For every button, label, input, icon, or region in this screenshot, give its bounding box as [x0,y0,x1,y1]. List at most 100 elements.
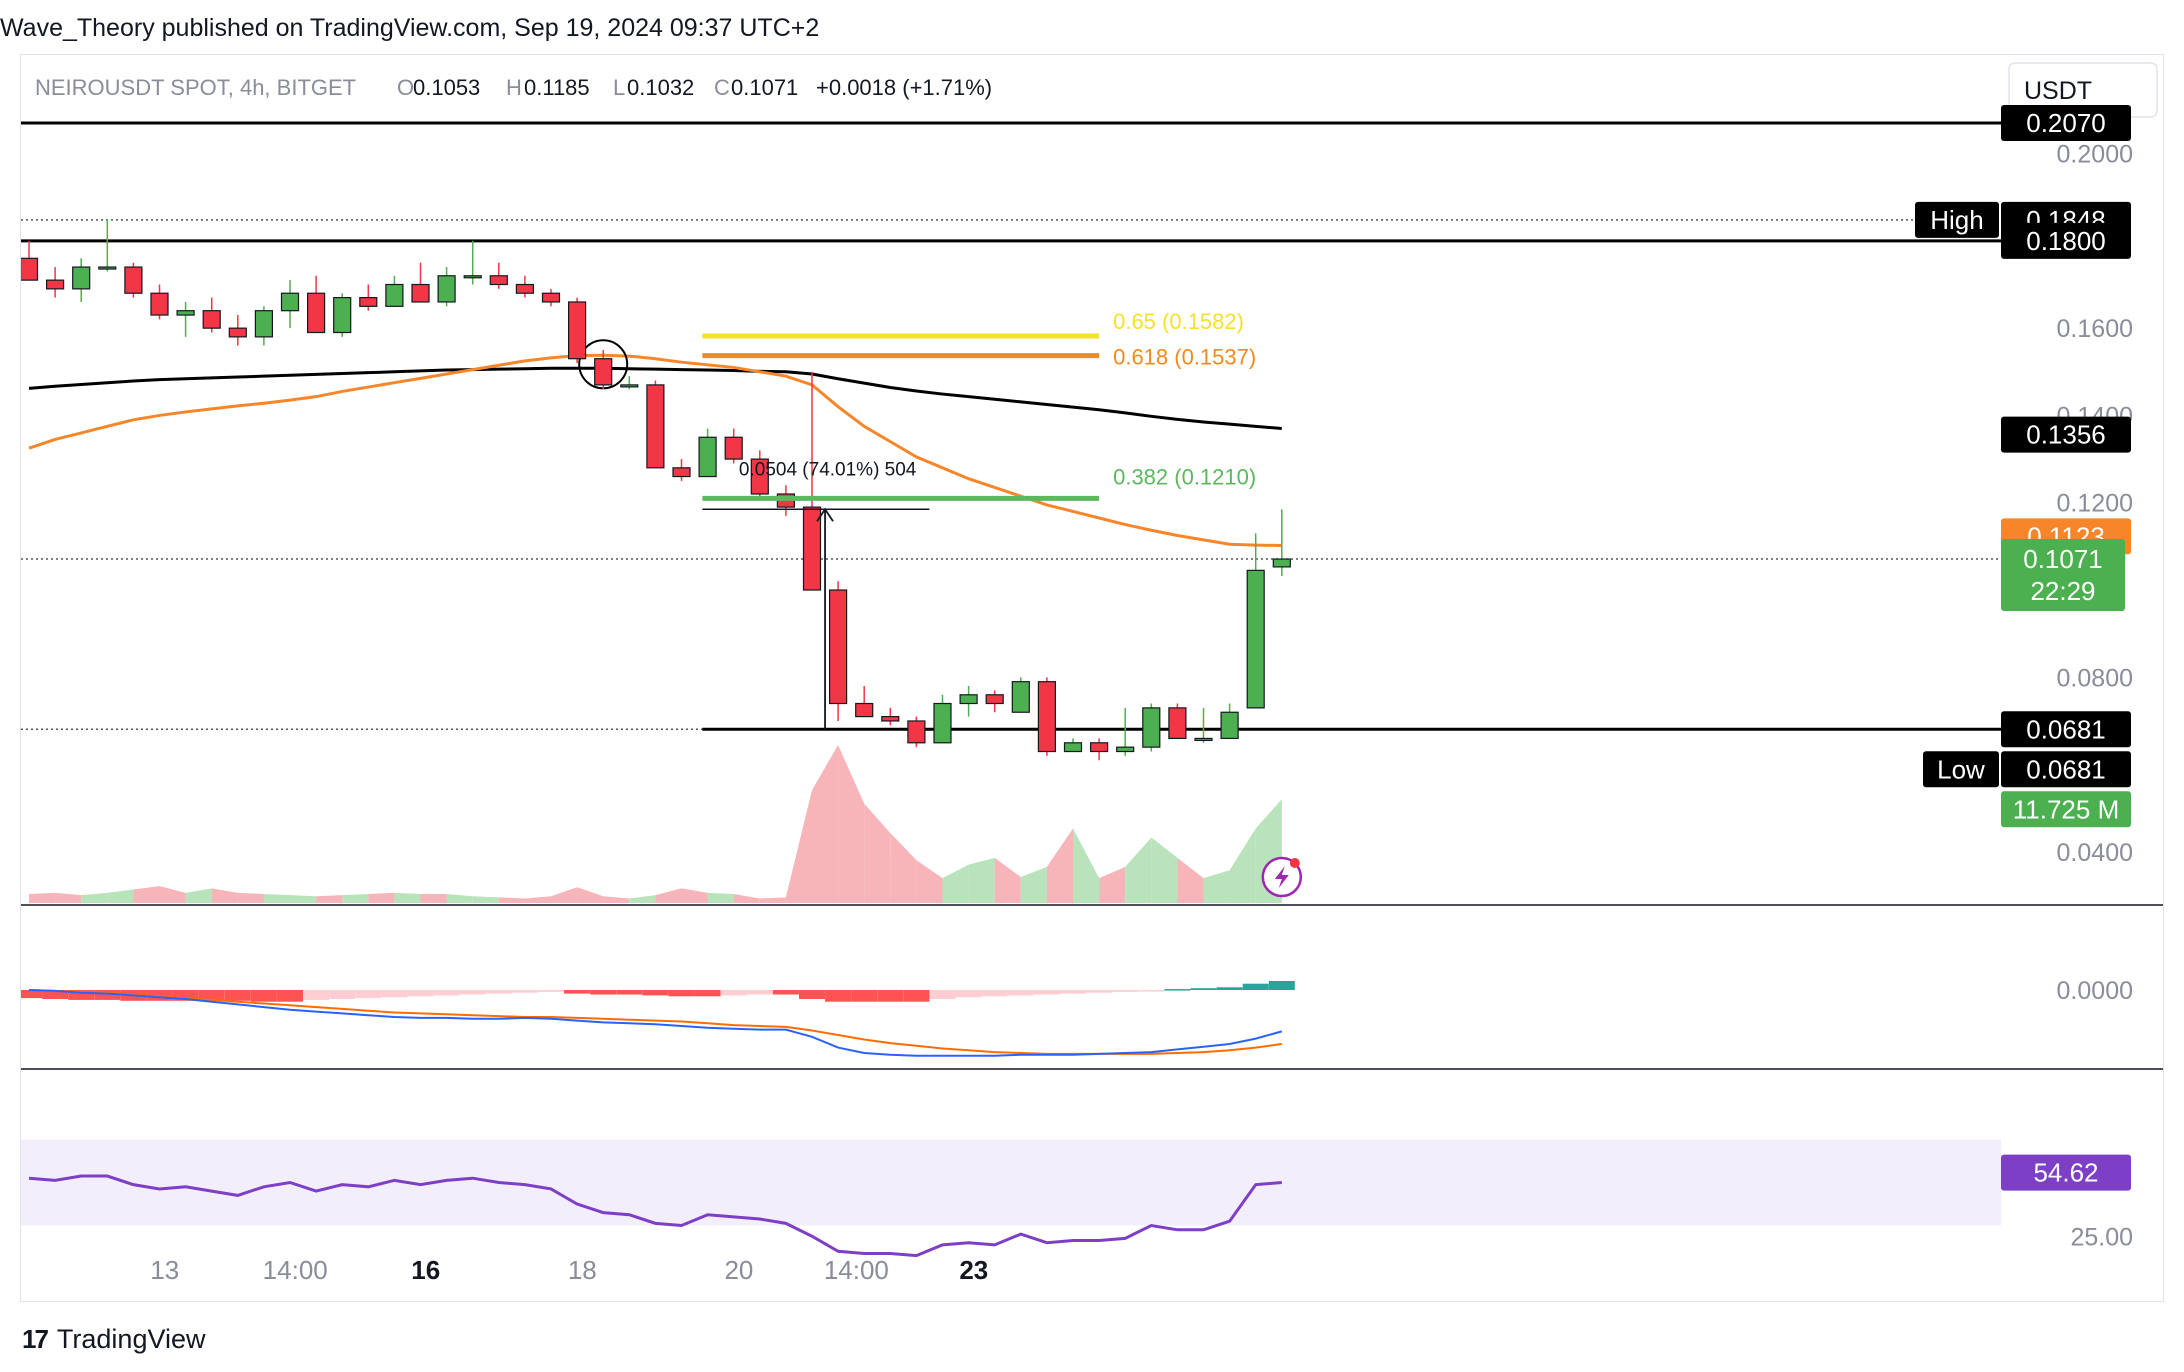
volume-segment [498,897,525,903]
macd-histogram-bar [1033,990,1060,995]
badge-volume: 11.725 M [2001,791,2131,828]
candle [1168,703,1187,740]
volume-segment [342,893,369,903]
candle [72,258,91,302]
ohlc-high: 0.1185 [524,75,590,100]
ohlc-low-key: L [613,75,625,100]
volume-segment [864,803,891,903]
volume-segment [1229,828,1256,903]
candle-body [98,266,117,270]
time-axis-label: 13 [150,1255,179,1285]
macd-histogram-bar [172,990,199,1001]
badge-level-1800: 0.1800 [2001,222,2131,259]
candle-body [385,283,404,307]
volume-segment [1073,828,1100,903]
volume-segment [681,888,708,903]
volume-segment [733,893,760,903]
chart-canvas[interactable]: NEIROUSDT SPOT, 4h, BITGET O 0.1053 H 0.… [21,55,2163,1301]
footer-brand: TradingView [56,1324,206,1354]
rsi-line [28,1174,1282,1258]
volume-segment [394,892,421,903]
candle [1142,703,1161,752]
badge-level-1800-text: 0.1800 [2026,226,2106,256]
candle-body [541,292,561,303]
macd-histogram-bar [720,990,747,996]
macd-histogram-bar [668,990,695,997]
ohlc-close-key: C [714,75,730,100]
measure-arrowhead [816,507,834,522]
volume-segment [759,897,786,903]
volume-segment [446,893,473,903]
candle [1220,703,1239,740]
candle-body [280,292,300,312]
badge-low: 0.0681 [2001,751,2131,788]
candle-body [1194,737,1213,742]
macd-histogram-bar [224,990,251,1001]
candle-body [1142,707,1161,748]
volume-segment [159,886,186,903]
candle-body [21,257,39,281]
price-axis-tick: 0.0400 [2057,839,2133,867]
macd-histogram-bar [1060,990,1086,994]
badge-close-countdown: 22:29 [2030,576,2095,606]
volume-segment [316,895,343,903]
volume-segment [1099,866,1126,903]
macd-histogram-bar [981,990,1008,997]
volume-segment [1151,837,1178,903]
candle-body [724,436,743,460]
macd-histogram-bar [198,990,225,1001]
volume-segment [655,888,682,903]
macd-histogram-bar [303,990,330,1000]
volume-segment [185,888,212,903]
candle-body [646,384,665,469]
badge-ema-black-bg [2001,416,2131,453]
price-axis-tick: 0.2000 [2057,141,2133,169]
candle [1116,707,1135,756]
candle [98,219,117,272]
volume-segment [603,896,630,903]
badge-ema-black: 0.1356 [2001,416,2131,453]
ohlc-open: 0.1053 [413,75,480,100]
badge-rsi-bg [2001,1154,2131,1191]
badge-ema-black-text: 0.1356 [2026,420,2106,450]
candle-body [72,266,91,290]
alert-icon-bolt [1274,866,1289,888]
candle-body [985,694,1004,705]
volume-segment [968,857,995,903]
candle-body [254,310,273,338]
macd-histogram-bar [42,990,69,999]
candle [855,686,874,718]
candle [881,707,900,726]
candle-body [1272,558,1291,568]
alert-icon-dot [1289,858,1300,868]
volume-segment [211,888,238,903]
candle-body [1063,742,1083,753]
macd-histogram-bar [381,990,408,998]
candle [202,297,221,333]
macd-histogram-bar [772,990,799,995]
macd-histogram-bar [1007,990,1034,996]
volume-segment [290,895,317,903]
rsi-axis-tick: 25.00 [2070,1223,2133,1251]
currency-button[interactable]: USDT [2008,62,2158,118]
candle-body [594,358,613,386]
candle-body [489,275,508,286]
badge-low-line-text: 0.0681 [2026,714,2106,744]
macd-histogram-bar [929,990,956,999]
badge-low-bg [2001,751,2131,788]
macd-histogram-bar [250,990,277,1002]
macd-histogram-bar [1190,988,1217,990]
volume-segment [368,892,395,903]
volume-segment [838,745,865,903]
candle [124,262,143,298]
candle [567,297,587,364]
macd-histogram-bar [94,990,121,1000]
macd-line [28,989,1283,1057]
alert-lightning-icon[interactable] [1261,856,1303,898]
candle-body [437,275,456,303]
volume-segment [577,887,604,903]
volume-segment [1046,828,1073,903]
volume-segment [263,893,290,903]
volume-segment [420,893,447,903]
tag-high: High [1915,201,1999,238]
